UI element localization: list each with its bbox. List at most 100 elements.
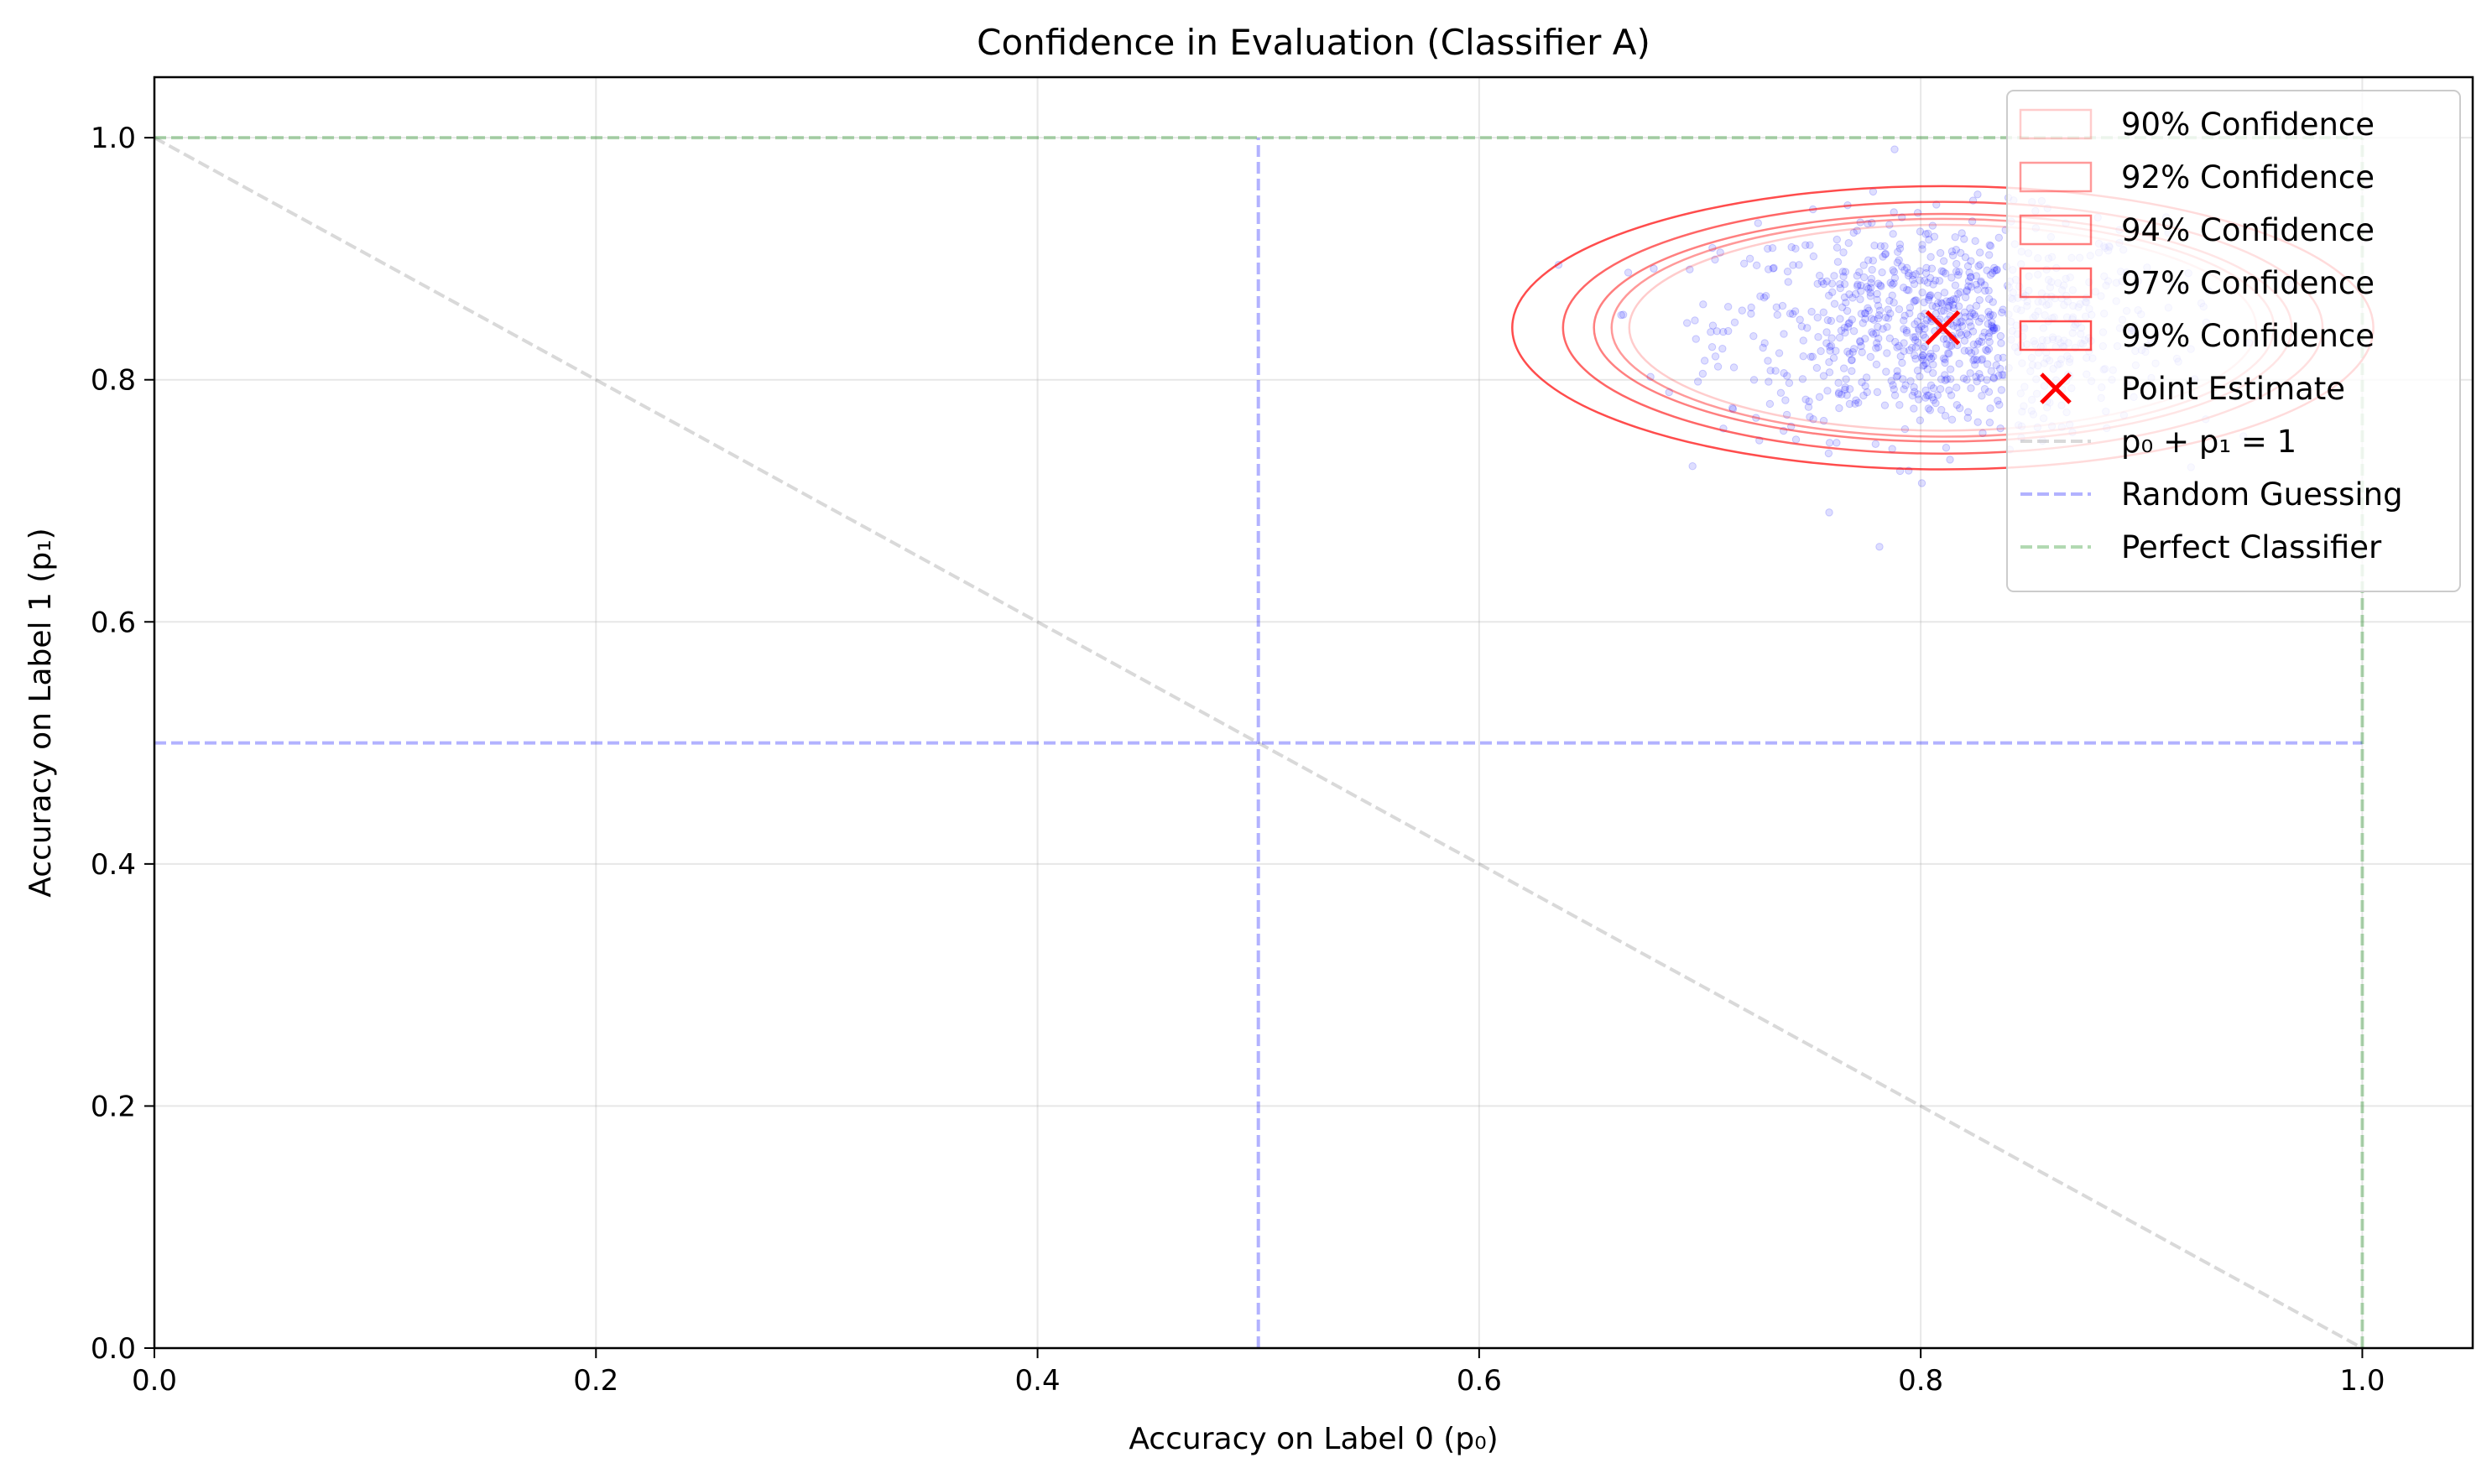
sample-point [1874,301,1883,310]
sample-point [1980,328,1989,336]
sample-point [1990,324,1999,332]
sample-point [1960,308,1969,316]
sample-point [1878,268,1886,277]
sample-point [1795,261,1803,269]
sample-point [1876,281,1885,289]
sample-point [1971,347,1979,356]
sample-point [1691,316,1699,325]
sample-point [1718,344,1727,353]
sample-point [1825,368,1834,377]
sample-point [1946,375,1955,383]
sample-point [1911,269,1920,279]
sample-point [1776,388,1786,398]
sample-point [1960,235,1968,243]
sample-point [1946,456,1954,464]
sample-point [1957,331,1966,339]
sample-point [1827,341,1836,350]
sample-point [1977,356,1986,364]
sample-point [1937,267,1946,275]
sample-point [1951,232,1959,242]
sample-point [1798,375,1807,383]
sample-point [1922,316,1932,325]
sample-point [1862,373,1871,382]
y-tick-label-4: 0.8 [91,364,136,398]
sample-point [1898,263,1906,271]
sample-point [1842,375,1850,383]
sample-point [1880,242,1889,251]
sample-point [1900,316,1908,325]
sample-point [1842,299,1850,307]
sample-point [1952,383,1961,392]
sample-point [1923,391,1932,400]
sample-point [1806,352,1815,361]
sample-point [1833,243,1842,252]
sample-point [1921,386,1930,395]
sample-point [1617,310,1625,320]
sample-point [1929,384,1938,393]
sample-point [1857,287,1865,295]
sample-point [1730,318,1739,327]
sample-point [1918,288,1926,297]
sample-point [1924,391,1933,399]
sample-point [1974,262,1983,270]
sample-point [1949,321,1958,331]
sample-point [1851,289,1860,299]
sample-point [1977,314,1986,323]
sample-point [1830,272,1838,280]
sample-point [1922,263,1931,273]
sample-point [1895,305,1904,314]
sample-point [1952,294,1961,304]
sample-point [1978,355,1987,363]
sample-point [1921,230,1930,238]
sample-point [1966,304,1974,313]
sample-point [1833,235,1842,244]
sample-point [1836,315,1844,323]
sample-point [1874,279,1883,288]
sample-point [1869,187,1878,196]
sample-point [1967,349,1976,357]
x-tick-label-3: 0.6 [1457,1364,1502,1398]
sample-point [1835,388,1843,397]
sample-point [1997,386,2006,394]
sample-point [1745,254,1754,263]
sample-point [1872,329,1880,337]
sample-point [1890,385,1898,393]
sample-point [1890,145,1899,154]
sample-point [1707,342,1717,351]
sample-point [1942,335,1952,343]
sample-point [1994,354,2002,362]
sample-point [1867,279,1875,287]
sample-point [1971,312,1979,320]
sample-point [1747,303,1755,312]
sample-point [1969,310,1978,319]
sample-point [1912,296,1921,305]
sample-point [1819,279,1828,289]
sample-point [1956,288,1964,296]
sample-point [1949,300,1958,310]
sample-point [1916,372,1924,381]
sample-point [1895,244,1905,253]
sample-point [1855,268,1864,276]
sample-point [1876,242,1885,251]
sample-point [1764,265,1773,273]
sample-point [1873,339,1881,347]
sample-point [1873,295,1881,305]
sample-point [1791,244,1800,253]
sample-point [1747,310,1755,318]
sample-point [1880,401,1890,409]
sample-point [1882,367,1890,376]
sample-point [1845,290,1853,299]
sample-point [1902,326,1911,335]
sample-point [1933,291,1942,300]
sample-point [1817,346,1825,356]
sample-point [1894,247,1902,257]
sample-point [1874,334,1883,343]
sample-point [1839,364,1848,372]
sample-point [1984,388,1994,396]
sample-point [1845,385,1854,393]
sample-point [1848,367,1856,375]
sample-point [1996,424,2005,433]
sample-point [1942,444,1951,452]
sample-point [1833,258,1843,266]
sample-point [1977,337,1986,346]
